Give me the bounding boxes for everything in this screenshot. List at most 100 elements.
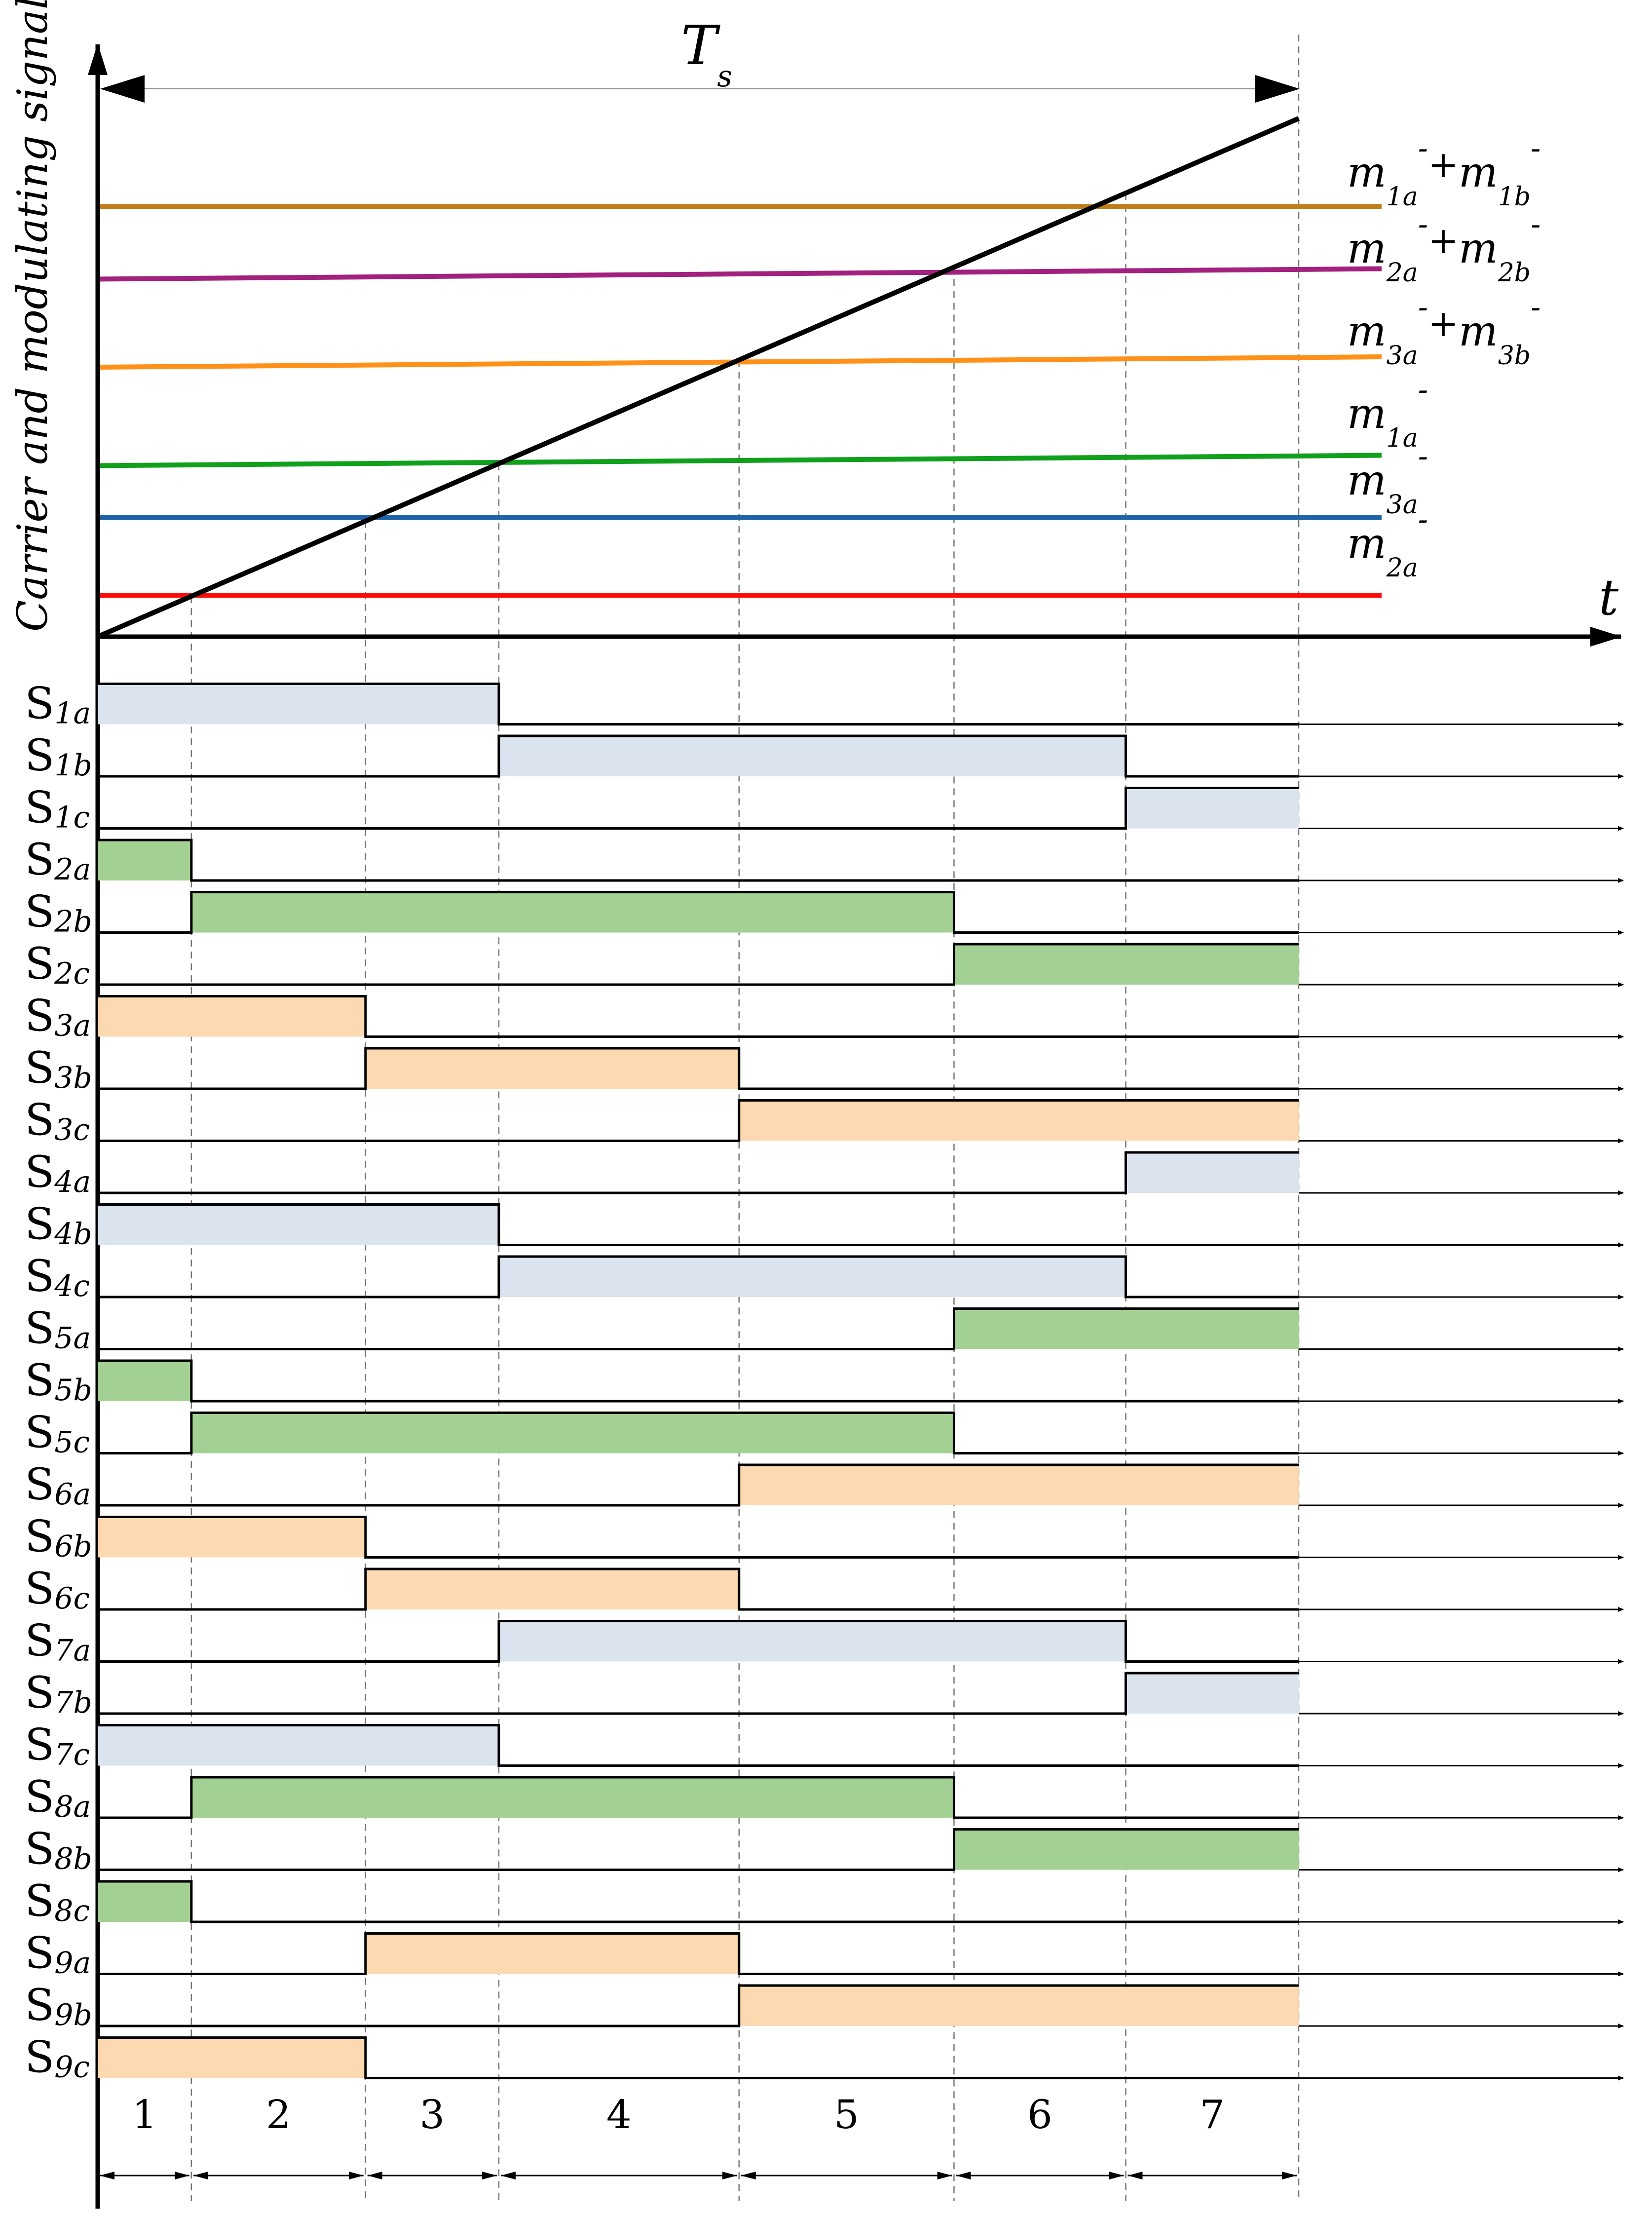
- switch-label-S6c: S6c: [25, 1563, 90, 1616]
- switch-on-region: [191, 892, 954, 933]
- switch-waveform: [98, 2036, 1299, 2079]
- switch-on-region: [98, 1361, 191, 1401]
- switch-on-region: [739, 1986, 1299, 2026]
- switch-row-S2b: S2b: [25, 886, 1624, 939]
- switch-on-region: [98, 684, 499, 725]
- switch-on-region: [98, 840, 191, 880]
- switch-waveform: [98, 1047, 1299, 1090]
- switch-label-S7a: S7a: [25, 1615, 91, 1668]
- switch-waveform: [98, 1255, 1299, 1299]
- switch-row-S7b: S7b: [25, 1667, 1624, 1720]
- switch-waveform: [98, 1724, 1299, 1767]
- switch-waveform: [98, 1932, 1299, 1975]
- switch-row-S9a: S9a: [25, 1928, 1624, 1981]
- interval-label: 3: [419, 2092, 445, 2138]
- switch-row-S6c: S6c: [25, 1563, 1624, 1616]
- switch-label-S4c: S4c: [25, 1251, 90, 1303]
- switch-label-S9a: S9a: [25, 1928, 91, 1981]
- switch-row-S9c: S9c: [25, 2032, 1624, 2085]
- interval-labels: 1 2 3 4 5 6 7: [100, 2092, 1297, 2179]
- switch-on-region: [1126, 788, 1299, 829]
- x-axis-label: t: [1599, 569, 1619, 626]
- switch-on-region: [954, 944, 1299, 985]
- switch-on-region: [498, 736, 1126, 776]
- switch-row-S8b: S8b: [25, 1824, 1624, 1876]
- interval-label: 5: [834, 2092, 859, 2138]
- switch-label-S3c: S3c: [25, 1095, 90, 1147]
- switch-row-S3c: S3c: [25, 1095, 1624, 1147]
- modulating-label-m3a_plus_m3b: m3a-+m3b-: [1347, 290, 1540, 371]
- switch-row-S3a: S3a: [25, 991, 1624, 1043]
- switch-on-region: [191, 1413, 954, 1453]
- switch-on-region: [365, 1569, 739, 1609]
- switch-label-S8c: S8c: [25, 1875, 90, 1928]
- switch-on-region: [98, 1517, 366, 1558]
- interval-label: 2: [266, 2092, 291, 2138]
- switch-row-S4c: S4c: [25, 1251, 1624, 1303]
- switch-waveform: [98, 1151, 1299, 1194]
- switch-on-region: [498, 1257, 1126, 1297]
- switch-on-region: [98, 1725, 499, 1766]
- interval-label: 6: [1027, 2092, 1052, 2138]
- switch-label-S4a: S4a: [25, 1147, 91, 1199]
- switch-waveform: [98, 1359, 1299, 1403]
- switch-label-S7c: S7c: [25, 1720, 90, 1772]
- switch-label-S1a: S1a: [25, 678, 91, 731]
- switch-row-S2c: S2c: [25, 938, 1624, 991]
- switch-label-S1c: S1c: [25, 782, 90, 835]
- switch-row-S5b: S5b: [25, 1355, 1624, 1408]
- modulating-signal-lines: [97, 204, 1382, 598]
- switch-waveform: [98, 1776, 1299, 1819]
- carrier-ramp: [97, 116, 1300, 639]
- switch-waveform: [98, 1203, 1299, 1246]
- y-axis-label: Carrier and modulating signals: [8, 0, 57, 632]
- switch-waveform: [98, 943, 1299, 986]
- switch-label-S6b: S6b: [25, 1511, 92, 1564]
- switch-waveform: [98, 1567, 1299, 1611]
- switch-waveform: [98, 1516, 1299, 1559]
- switch-waveform: [98, 1672, 1299, 1715]
- modulating-label-m1a: m1a-: [1347, 373, 1428, 453]
- switch-row-S5c: S5c: [25, 1407, 1624, 1460]
- switch-row-S4a: S4a: [25, 1147, 1624, 1199]
- switch-label-S9b: S9b: [25, 1980, 92, 2032]
- switch-row-S6a: S6a: [25, 1459, 1624, 1512]
- interval-label: 4: [606, 2092, 632, 2138]
- switch-on-region: [954, 1829, 1299, 1870]
- switch-waveform: [98, 787, 1299, 830]
- switch-row-S6b: S6b: [25, 1511, 1624, 1564]
- switch-on-region: [98, 1204, 499, 1245]
- switch-waveform: [98, 1880, 1299, 1923]
- switch-waveform: [98, 1620, 1299, 1663]
- switch-label-S2a: S2a: [25, 834, 91, 887]
- switch-label-S3b: S3b: [25, 1042, 92, 1095]
- period-label: Ts: [681, 14, 732, 94]
- switch-waveform: [98, 734, 1299, 778]
- switch-row-S1b: S1b: [25, 730, 1624, 783]
- switch-on-region: [191, 1777, 954, 1818]
- switch-row-S8c: S8c: [25, 1875, 1624, 1928]
- switch-row-S1c: S1c: [25, 782, 1624, 835]
- switch-row-S9b: S9b: [25, 1980, 1624, 2032]
- switch-waveform: [98, 1828, 1299, 1871]
- switch-label-S5b: S5b: [25, 1355, 92, 1408]
- switch-waveform: [98, 1463, 1299, 1507]
- switch-label-S7b: S7b: [25, 1667, 92, 1720]
- switch-label-S8b: S8b: [25, 1824, 92, 1876]
- modulating-label-m2a: m2a-: [1347, 502, 1428, 583]
- switch-on-region: [365, 1933, 739, 1974]
- switch-waveform: [98, 891, 1299, 934]
- switch-waveform: [98, 683, 1299, 726]
- switch-waveform: [98, 1099, 1299, 1142]
- switch-on-region: [98, 2037, 366, 2078]
- switch-label-S5a: S5a: [25, 1303, 91, 1356]
- switch-on-region: [739, 1465, 1299, 1505]
- switch-label-S2b: S2b: [25, 886, 92, 939]
- switch-waveform: [98, 1412, 1299, 1454]
- switch-row-S1a: S1a: [25, 678, 1624, 731]
- switch-on-region: [739, 1100, 1299, 1141]
- switch-label-S4b: S4b: [25, 1199, 92, 1252]
- switch-waveform: [98, 1307, 1299, 1350]
- switch-on-region: [98, 1881, 191, 1922]
